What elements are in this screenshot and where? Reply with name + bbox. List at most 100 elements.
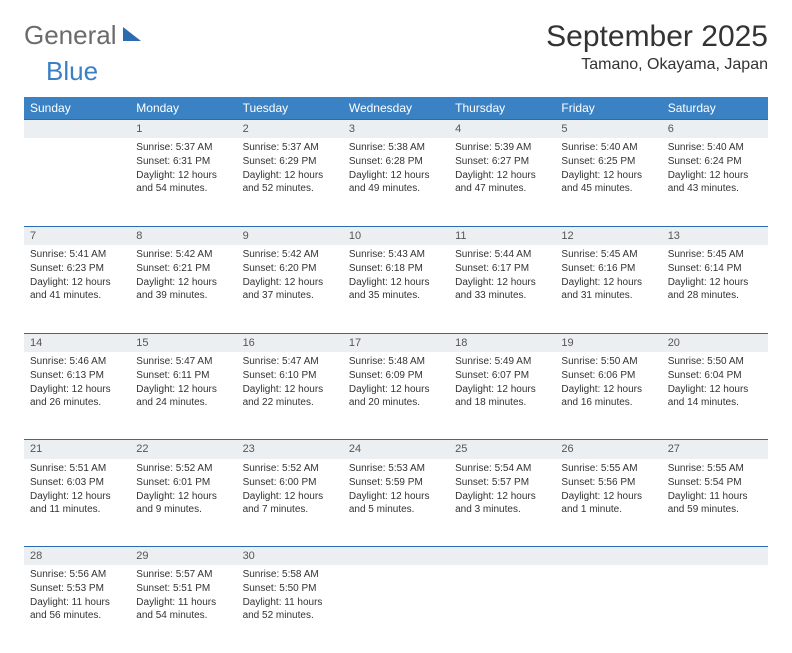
day-cell: Sunrise: 5:39 AMSunset: 6:27 PMDaylight:… [449,138,555,226]
sunrise-text: Sunrise: 5:42 AM [243,248,337,261]
weekday-header-row: Sunday Monday Tuesday Wednesday Thursday… [24,97,768,120]
sunset-text: Sunset: 5:50 PM [243,582,337,595]
daylight-text: Daylight: 12 hours and 33 minutes. [455,276,549,302]
logo-text-general: General [24,20,117,51]
sunset-text: Sunset: 6:16 PM [561,262,655,275]
daylight-text: Daylight: 12 hours and 45 minutes. [561,169,655,195]
day-content-row: Sunrise: 5:41 AMSunset: 6:23 PMDaylight:… [24,245,768,333]
sunrise-text: Sunrise: 5:37 AM [243,141,337,154]
day-number [449,547,555,566]
daylight-text: Daylight: 12 hours and 24 minutes. [136,383,230,409]
daylight-text: Daylight: 12 hours and 49 minutes. [349,169,443,195]
weekday-header: Saturday [662,97,768,120]
day-number [555,547,661,566]
daylight-text: Daylight: 11 hours and 59 minutes. [668,490,762,516]
sunrise-text: Sunrise: 5:43 AM [349,248,443,261]
logo-sail-icon [123,27,141,41]
daylight-text: Daylight: 12 hours and 20 minutes. [349,383,443,409]
day-number [343,547,449,566]
day-number: 15 [130,333,236,352]
daylight-text: Daylight: 12 hours and 35 minutes. [349,276,443,302]
day-cell: Sunrise: 5:47 AMSunset: 6:10 PMDaylight:… [237,352,343,440]
day-number: 7 [24,226,130,245]
sunset-text: Sunset: 6:04 PM [668,369,762,382]
day-number: 11 [449,226,555,245]
day-cell: Sunrise: 5:57 AMSunset: 5:51 PMDaylight:… [130,565,236,653]
daylight-text: Daylight: 12 hours and 52 minutes. [243,169,337,195]
day-content-row: Sunrise: 5:56 AMSunset: 5:53 PMDaylight:… [24,565,768,653]
daylight-text: Daylight: 12 hours and 22 minutes. [243,383,337,409]
sunrise-text: Sunrise: 5:49 AM [455,355,549,368]
day-number: 26 [555,440,661,459]
daylight-text: Daylight: 12 hours and 31 minutes. [561,276,655,302]
sunset-text: Sunset: 6:14 PM [668,262,762,275]
sunrise-text: Sunrise: 5:57 AM [136,568,230,581]
day-cell: Sunrise: 5:37 AMSunset: 6:29 PMDaylight:… [237,138,343,226]
sunrise-text: Sunrise: 5:37 AM [136,141,230,154]
daylight-text: Daylight: 11 hours and 56 minutes. [30,596,124,622]
daylight-text: Daylight: 12 hours and 54 minutes. [136,169,230,195]
day-number: 29 [130,547,236,566]
sunrise-text: Sunrise: 5:38 AM [349,141,443,154]
daylight-text: Daylight: 12 hours and 16 minutes. [561,383,655,409]
day-number: 10 [343,226,449,245]
day-cell: Sunrise: 5:51 AMSunset: 6:03 PMDaylight:… [24,459,130,547]
day-cell: Sunrise: 5:41 AMSunset: 6:23 PMDaylight:… [24,245,130,333]
day-number-row: 282930 [24,547,768,566]
day-cell: Sunrise: 5:38 AMSunset: 6:28 PMDaylight:… [343,138,449,226]
day-number-row: 78910111213 [24,226,768,245]
sunset-text: Sunset: 6:29 PM [243,155,337,168]
daylight-text: Daylight: 11 hours and 52 minutes. [243,596,337,622]
day-number: 21 [24,440,130,459]
title-block: September 2025 Tamano, Okayama, Japan [546,20,768,74]
sunrise-text: Sunrise: 5:46 AM [30,355,124,368]
sunrise-text: Sunrise: 5:40 AM [561,141,655,154]
day-cell: Sunrise: 5:55 AMSunset: 5:54 PMDaylight:… [662,459,768,547]
sunset-text: Sunset: 6:24 PM [668,155,762,168]
day-number-row: 14151617181920 [24,333,768,352]
sunset-text: Sunset: 6:20 PM [243,262,337,275]
sunrise-text: Sunrise: 5:47 AM [243,355,337,368]
sunset-text: Sunset: 6:09 PM [349,369,443,382]
daylight-text: Daylight: 12 hours and 11 minutes. [30,490,124,516]
day-cell: Sunrise: 5:50 AMSunset: 6:04 PMDaylight:… [662,352,768,440]
daylight-text: Daylight: 12 hours and 18 minutes. [455,383,549,409]
sunrise-text: Sunrise: 5:45 AM [668,248,762,261]
day-cell: Sunrise: 5:45 AMSunset: 6:14 PMDaylight:… [662,245,768,333]
sunrise-text: Sunrise: 5:44 AM [455,248,549,261]
day-cell: Sunrise: 5:47 AMSunset: 6:11 PMDaylight:… [130,352,236,440]
month-title: September 2025 [546,20,768,54]
day-cell: Sunrise: 5:40 AMSunset: 6:25 PMDaylight:… [555,138,661,226]
weekday-header: Sunday [24,97,130,120]
sunset-text: Sunset: 5:57 PM [455,476,549,489]
day-cell: Sunrise: 5:40 AMSunset: 6:24 PMDaylight:… [662,138,768,226]
sunset-text: Sunset: 6:25 PM [561,155,655,168]
logo-text-blue: Blue [46,56,98,86]
sunrise-text: Sunrise: 5:47 AM [136,355,230,368]
sunrise-text: Sunrise: 5:58 AM [243,568,337,581]
sunset-text: Sunset: 6:10 PM [243,369,337,382]
day-cell: Sunrise: 5:54 AMSunset: 5:57 PMDaylight:… [449,459,555,547]
sunset-text: Sunset: 5:53 PM [30,582,124,595]
daylight-text: Daylight: 12 hours and 9 minutes. [136,490,230,516]
day-content-row: Sunrise: 5:37 AMSunset: 6:31 PMDaylight:… [24,138,768,226]
daylight-text: Daylight: 12 hours and 41 minutes. [30,276,124,302]
day-number: 27 [662,440,768,459]
day-cell: Sunrise: 5:49 AMSunset: 6:07 PMDaylight:… [449,352,555,440]
day-cell: Sunrise: 5:46 AMSunset: 6:13 PMDaylight:… [24,352,130,440]
sunrise-text: Sunrise: 5:41 AM [30,248,124,261]
sunset-text: Sunset: 6:21 PM [136,262,230,275]
sunset-text: Sunset: 6:31 PM [136,155,230,168]
daylight-text: Daylight: 12 hours and 7 minutes. [243,490,337,516]
day-number: 25 [449,440,555,459]
day-number: 24 [343,440,449,459]
day-cell: Sunrise: 5:56 AMSunset: 5:53 PMDaylight:… [24,565,130,653]
sunset-text: Sunset: 6:01 PM [136,476,230,489]
daylight-text: Daylight: 12 hours and 47 minutes. [455,169,549,195]
day-cell: Sunrise: 5:48 AMSunset: 6:09 PMDaylight:… [343,352,449,440]
sunrise-text: Sunrise: 5:56 AM [30,568,124,581]
sunset-text: Sunset: 6:06 PM [561,369,655,382]
day-number: 3 [343,120,449,139]
daylight-text: Daylight: 12 hours and 39 minutes. [136,276,230,302]
daylight-text: Daylight: 12 hours and 5 minutes. [349,490,443,516]
